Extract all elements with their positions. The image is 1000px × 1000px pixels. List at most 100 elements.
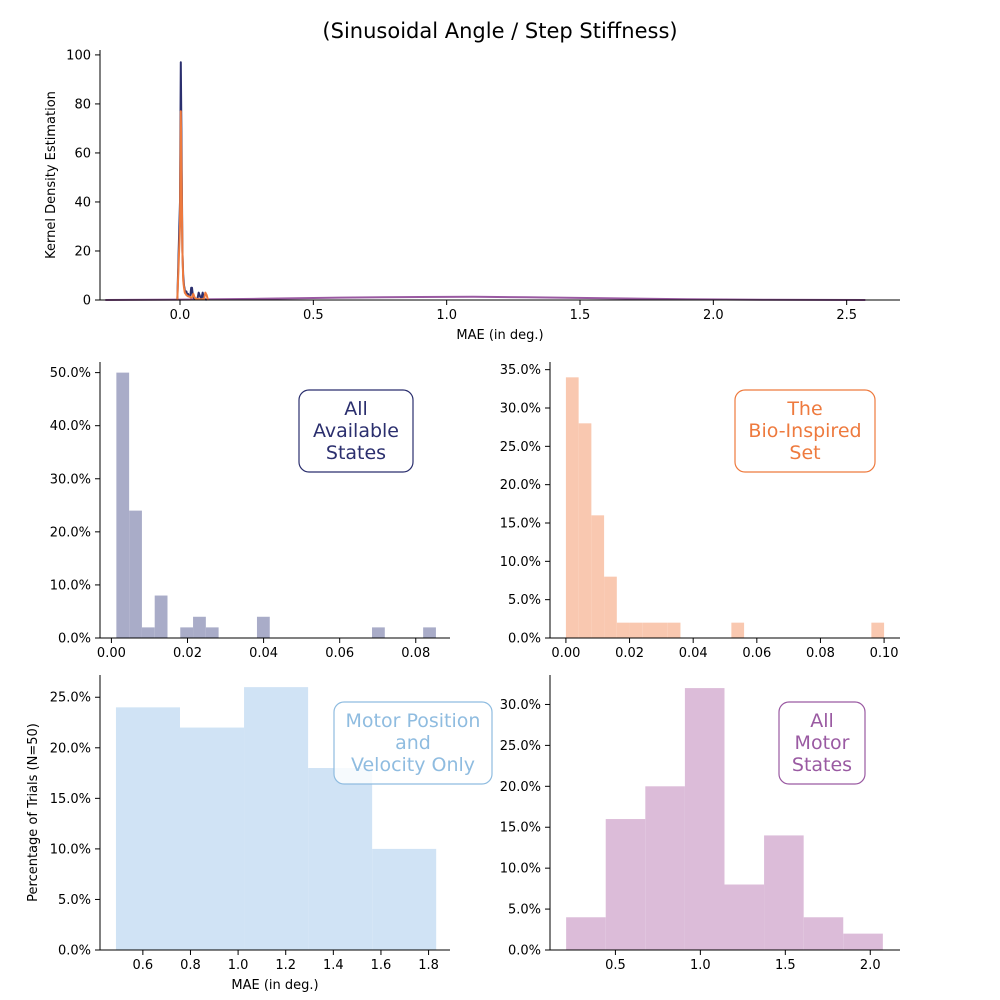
y-tick-label: 5.0%: [508, 593, 541, 608]
y-tick-label: 0: [83, 294, 91, 309]
bar: [308, 768, 373, 950]
x-tick-label: 0.04: [249, 646, 278, 661]
x-tick-label: 2.0: [860, 958, 881, 973]
series-line: [176, 110, 209, 301]
bar: [141, 627, 155, 638]
bars: [565, 377, 885, 638]
label-box-frame: [333, 701, 493, 785]
x-tick-label: 2.5: [836, 308, 857, 323]
y-tick-label: 10.0%: [50, 578, 91, 593]
bar: [667, 622, 681, 638]
label-box-line: States: [326, 442, 386, 464]
x-tick-label: 1.2: [275, 958, 296, 973]
bar: [764, 835, 804, 950]
label-box-line: The: [786, 398, 822, 420]
label-box-line: All: [344, 398, 368, 420]
x-tick-label: 0.0: [170, 308, 191, 323]
y-tick-label: 10.0%: [50, 842, 91, 857]
x-tick-label: 0.6: [133, 958, 154, 973]
x-tick-label: 0.10: [870, 646, 899, 661]
bar: [116, 372, 130, 638]
label-box-line: All: [810, 710, 834, 732]
y-tick-label: 10.0%: [500, 555, 541, 570]
y-tick-label: 50.0%: [50, 366, 91, 381]
panels: 0.0 0.5 1.0 1.5 2.0 2.5 0 20 40 60 80 100 MAE (in de…: [26, 48, 900, 993]
x-tick-label: 2.0: [703, 308, 724, 323]
bar: [205, 627, 219, 638]
x-axis-label: MAE (in deg.): [456, 328, 543, 343]
bar: [372, 627, 385, 638]
bar: [871, 622, 885, 638]
x-tick-label: 0.08: [806, 646, 835, 661]
y-tick-label: 0.0%: [508, 632, 541, 647]
y-tick-label: 60: [74, 146, 91, 161]
bar: [129, 510, 142, 638]
bars: [566, 688, 883, 950]
label-box-line: Motor Position: [346, 710, 481, 732]
y-tick-label: 25.0%: [500, 440, 541, 455]
x-tick-label: 1.8: [418, 958, 439, 973]
figure-title: (Sinusoidal Angle / Step Stiffness): [322, 19, 677, 43]
panel-hist-all-motor: 0.5 1.0 1.5 2.0 0.0% 5.0% 10.0% 15.0% 20.0% 25.0%…: [500, 675, 900, 973]
y-tick-label: 10.0%: [500, 862, 541, 877]
panel-hist-bio-inspired: 0.00 0.02 0.04 0.06 0.08 0.10 0.0% 5.0% 10.0% 15.…: [500, 362, 900, 661]
bars: [116, 372, 436, 638]
y-tick-label: 5.0%: [508, 903, 541, 918]
x-axis-label: MAE (in deg.): [231, 978, 318, 993]
x-tick-label: 0.08: [401, 646, 430, 661]
x-tick-label: 1.0: [228, 958, 249, 973]
y-tick-label: 30.0%: [50, 472, 91, 487]
y-tick-label: 80: [74, 97, 91, 112]
y-axis-label: Percentage of Trials (N=50): [26, 723, 41, 902]
bar: [604, 576, 617, 638]
panel-hist-motor-pos-vel: 0.6 0.8 1.0 1.2 1.4 1.6 1.8 0.0% 5.0% 10.0% 15.0% 2…: [26, 675, 493, 993]
bar: [642, 622, 655, 638]
panel-kde: 0.0 0.5 1.0 1.5 2.0 2.5 0 20 40 60 80 100 MAE (in de…: [44, 48, 900, 343]
y-axis-label: Kernel Density Estimation: [44, 91, 59, 259]
y-tick-label: 20.0%: [500, 780, 541, 795]
bar: [256, 616, 270, 638]
label-box-frame: [778, 701, 866, 785]
x-tick-label: 0.06: [325, 646, 354, 661]
y-tick-label: 40.0%: [50, 419, 91, 434]
bar: [244, 687, 309, 950]
label-box-line: Set: [789, 442, 820, 464]
panel-hist-all-available: 0.00 0.02 0.04 0.06 0.08 0.0% 10.0% 20.0% 30.0% 4…: [50, 362, 450, 661]
x-tick-label: 1.5: [775, 958, 796, 973]
bar: [578, 423, 592, 638]
bar: [645, 786, 685, 950]
x-tick-label: 0.8: [180, 958, 201, 973]
bar: [616, 622, 630, 638]
y-tick-label: 0.0%: [58, 944, 91, 959]
bar: [605, 819, 646, 950]
label-box-line: Motor: [795, 732, 850, 754]
label-box-line: Velocity Only: [351, 754, 475, 776]
y-tick-label: 20.0%: [500, 478, 541, 493]
x-tick-label: 0.02: [173, 646, 202, 661]
label-box-frame: [298, 389, 414, 473]
x-tick-label: 1.5: [570, 308, 591, 323]
y-tick-label: 15.0%: [500, 517, 541, 532]
label-box-line: States: [792, 754, 852, 776]
x-tick-label: 1.4: [323, 958, 344, 973]
y-tick-label: 0.0%: [58, 632, 91, 647]
y-tick-label: 35.0%: [500, 363, 541, 378]
x-tick-label: 0.04: [679, 646, 708, 661]
x-tick-label: 0.00: [551, 646, 580, 661]
bar: [731, 622, 745, 638]
y-tick-label: 5.0%: [58, 893, 91, 908]
x-tick-label: 1.0: [436, 308, 457, 323]
x-tick-label: 1.6: [371, 958, 392, 973]
x-tick-label: 0.00: [97, 646, 126, 661]
bar: [843, 933, 883, 950]
label-box-line: Available: [313, 420, 399, 442]
label-box-frame: [734, 389, 876, 473]
x-tick-label: 0.02: [615, 646, 644, 661]
bar: [423, 627, 436, 638]
bar: [591, 515, 605, 638]
bar: [154, 595, 168, 638]
bar: [655, 622, 668, 638]
